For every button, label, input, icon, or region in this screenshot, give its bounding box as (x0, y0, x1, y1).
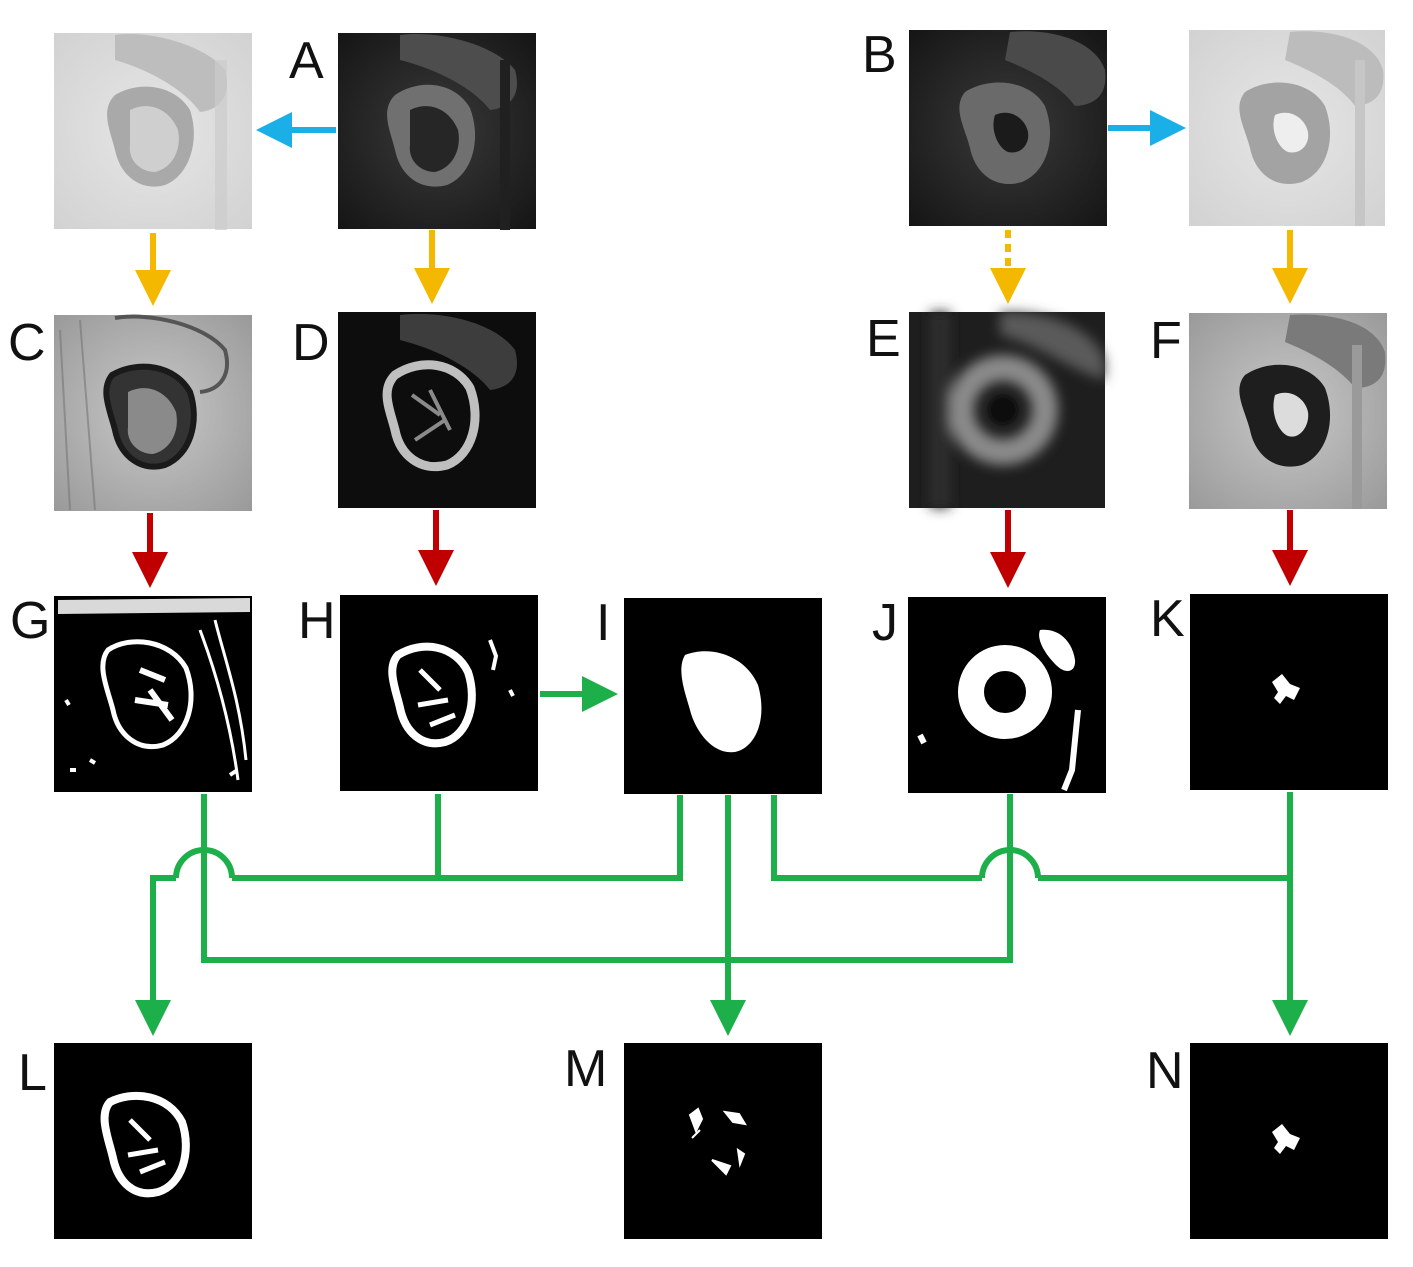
panel-label-c: C (8, 314, 46, 372)
panel-l: L (18, 1043, 252, 1239)
panel-a-inverted (54, 33, 252, 230)
panel-m: M (564, 1040, 822, 1239)
panel-n: N (1146, 1042, 1388, 1239)
panel-label-g: G (10, 592, 50, 650)
panel-b: B (862, 26, 1107, 226)
panel-f: F (1150, 312, 1387, 509)
panel-i: I (596, 594, 822, 794)
panel-label-n: N (1146, 1042, 1184, 1100)
panel-label-m: M (564, 1040, 607, 1098)
panel-j: J (872, 594, 1106, 793)
panel-a: A (289, 32, 536, 230)
panel-e: E (866, 310, 1105, 508)
panel-label-b: B (862, 26, 897, 84)
panel-k: K (1150, 590, 1388, 790)
panel-d: D (292, 312, 536, 508)
panel-label-a: A (289, 32, 324, 90)
panel-label-i: I (596, 594, 610, 652)
panel-b-inverted (1189, 30, 1385, 226)
panel-label-f: F (1150, 312, 1182, 370)
panel-label-l: L (18, 1044, 47, 1102)
panel-label-k: K (1150, 590, 1185, 648)
combination-connectors (135, 792, 1308, 1036)
panel-g: G (10, 592, 252, 792)
panel-label-e: E (866, 310, 901, 368)
panel-h: H (298, 592, 538, 791)
panel-label-h: H (298, 592, 336, 650)
panel-c: C (8, 314, 252, 511)
panel-label-j: J (872, 594, 898, 652)
panel-label-d: D (292, 314, 330, 372)
